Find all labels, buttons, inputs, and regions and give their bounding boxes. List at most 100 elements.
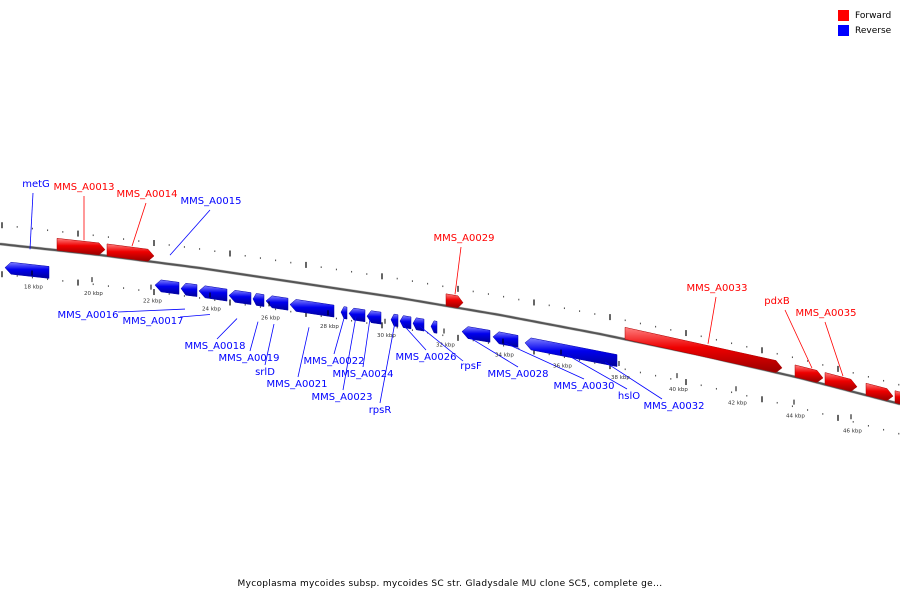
kbp-label: 44 kbp xyxy=(786,414,805,420)
forward-label: Forward xyxy=(855,10,892,21)
gene-label-mms-a0035[interactable]: MMS_A0035 xyxy=(796,308,857,319)
kbp-label: 32 kbp xyxy=(436,342,455,348)
gene-features xyxy=(4,238,900,405)
label-leader-line xyxy=(216,318,238,340)
forward-gene-arrow[interactable] xyxy=(894,390,900,405)
kbp-label: 46 kbp xyxy=(843,428,862,434)
gene-label-mms-a0021[interactable]: MMS_A0021 xyxy=(267,379,328,390)
forward-gene-arrow[interactable] xyxy=(106,243,155,262)
label-leader-line xyxy=(467,336,519,368)
label-leader-line xyxy=(362,318,371,368)
gene-label-hslo[interactable]: hslO xyxy=(618,391,640,402)
label-leader-line xyxy=(504,342,585,380)
label-leader-line xyxy=(249,321,259,352)
forward-gene-arrow[interactable] xyxy=(794,364,824,383)
gene-label-mms-a0017[interactable]: MMS_A0017 xyxy=(123,316,184,327)
gene-label-metg[interactable]: metG xyxy=(22,179,50,190)
label-leader-line xyxy=(131,202,147,247)
kbp-label: 30 kbp xyxy=(377,333,396,339)
kbp-label: 22 kbp xyxy=(143,299,162,305)
kbp-label: 20 kbp xyxy=(84,291,103,297)
gene-label-mms-a0026[interactable]: MMS_A0026 xyxy=(396,352,457,363)
label-leader-line xyxy=(29,192,34,250)
label-leader-line xyxy=(604,361,663,400)
reverse-gene-arrow[interactable] xyxy=(390,313,399,327)
reverse-gene-arrow[interactable] xyxy=(366,310,382,325)
reverse-gene-arrow[interactable] xyxy=(154,279,180,295)
reverse-gene-arrow[interactable] xyxy=(265,295,289,311)
label-leader-line xyxy=(419,326,464,362)
label-leader-line xyxy=(824,321,844,377)
gene-label-mms-a0015[interactable]: MMS_A0015 xyxy=(181,196,242,207)
reverse-gene-arrow[interactable] xyxy=(430,320,438,334)
label-leader-lines xyxy=(29,192,844,404)
outer-tick-marks xyxy=(1,222,900,386)
reverse-gene-arrow[interactable] xyxy=(412,317,425,332)
legend-forward: Forward xyxy=(838,8,891,23)
gene-label-mms-a0013[interactable]: MMS_A0013 xyxy=(54,182,115,193)
gene-label-mms-a0024[interactable]: MMS_A0024 xyxy=(333,369,394,380)
reverse-gene-arrow[interactable] xyxy=(524,337,618,367)
kbp-scale-labels: 18 kbp 20 kbp 22 kbp 24 kbp 26 kbp 28 kbp 30 k… xyxy=(24,270,862,434)
map-caption: Mycoplasma mycoides subsp. mycoides SC s… xyxy=(237,579,663,589)
label-leader-line xyxy=(784,309,813,369)
label-leader-line xyxy=(297,327,310,378)
gene-label-mms-a0018[interactable]: MMS_A0018 xyxy=(185,341,246,352)
gene-label-mms-a0022[interactable]: MMS_A0022 xyxy=(304,356,365,367)
label-leader-line xyxy=(179,314,211,318)
gene-label-mms-a0028[interactable]: MMS_A0028 xyxy=(488,369,549,380)
label-leader-line xyxy=(342,316,357,391)
gene-label-mms-a0014[interactable]: MMS_A0014 xyxy=(117,189,178,200)
reverse-gene-arrow[interactable] xyxy=(252,293,265,307)
kbp-label: 34 kbp xyxy=(495,353,514,359)
reverse-gene-arrow[interactable] xyxy=(348,307,366,323)
label-leader-line xyxy=(454,246,462,295)
kbp-label: 28 kbp xyxy=(320,324,339,330)
gene-label-mms-a0029[interactable]: MMS_A0029 xyxy=(434,233,495,244)
kbp-label: 26 kbp xyxy=(261,315,280,321)
label-leader-line xyxy=(333,314,346,355)
kbp-label: 24 kbp xyxy=(202,307,221,313)
label-leader-line xyxy=(401,323,427,351)
forward-swatch xyxy=(838,10,849,21)
kbp-label: 40 kbp xyxy=(669,387,688,393)
label-leader-line xyxy=(117,308,186,313)
gene-label-pdxb[interactable]: pdxB xyxy=(764,296,790,307)
gene-label-mms-a0019[interactable]: MMS_A0019 xyxy=(219,353,280,364)
gene-label-mms-a0030[interactable]: MMS_A0030 xyxy=(554,381,615,392)
gene-label-mms-a0023[interactable]: MMS_A0023 xyxy=(312,392,373,403)
kbp-label: 38 kbp xyxy=(611,375,630,381)
forward-gene-arrow[interactable] xyxy=(865,382,894,401)
gene-label-rpsr[interactable]: rpsR xyxy=(369,405,392,416)
reverse-gene-arrow[interactable] xyxy=(492,331,519,348)
reverse-gene-arrow[interactable] xyxy=(180,282,198,297)
reverse-gene-arrow[interactable] xyxy=(340,306,348,320)
reverse-gene-arrow[interactable] xyxy=(198,285,228,302)
gene-label-srld[interactable]: srlD xyxy=(255,367,275,378)
legend: Forward Reverse xyxy=(838,8,891,38)
reverse-swatch xyxy=(838,25,849,36)
reverse-gene-arrow[interactable] xyxy=(228,290,252,305)
label-leader-line xyxy=(707,296,717,344)
legend-reverse: Reverse xyxy=(838,23,891,38)
label-leader-line xyxy=(264,324,275,366)
gene-label-mms-a0016[interactable]: MMS_A0016 xyxy=(58,310,119,321)
gene-label-mms-a0033[interactable]: MMS_A0033 xyxy=(687,283,748,294)
forward-gene-arrow[interactable] xyxy=(824,372,858,392)
kbp-label: 18 kbp xyxy=(24,285,43,291)
kbp-label: 36 kbp xyxy=(553,364,572,370)
label-leader-line xyxy=(566,354,628,390)
forward-gene-arrow[interactable] xyxy=(624,326,783,373)
gene-label-mms-a0032[interactable]: MMS_A0032 xyxy=(644,401,705,412)
reverse-gene-arrow[interactable] xyxy=(289,299,335,318)
reverse-gene-arrow[interactable] xyxy=(461,326,491,343)
label-leader-line xyxy=(379,322,396,404)
reverse-label: Reverse xyxy=(855,25,892,36)
forward-gene-arrow[interactable] xyxy=(56,238,106,256)
gene-label-rpsf[interactable]: rpsF xyxy=(460,361,482,372)
forward-gene-arrow[interactable] xyxy=(445,293,464,309)
reverse-gene-arrow[interactable] xyxy=(4,261,50,279)
reverse-gene-arrow[interactable] xyxy=(399,315,412,330)
